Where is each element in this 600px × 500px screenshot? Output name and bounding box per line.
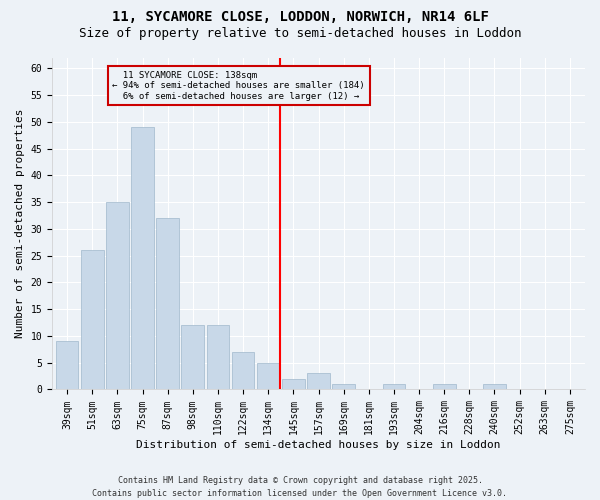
Bar [483,384,506,390]
Bar [81,250,104,390]
Bar [56,342,79,390]
Bar [206,325,229,390]
Bar [157,218,179,390]
Text: 11 SYCAMORE CLOSE: 138sqm
← 94% of semi-detached houses are smaller (184)
  6% o: 11 SYCAMORE CLOSE: 138sqm ← 94% of semi-… [112,71,365,101]
Bar [106,202,129,390]
Bar [181,325,204,390]
Text: Size of property relative to semi-detached houses in Loddon: Size of property relative to semi-detach… [79,28,521,40]
Bar [232,352,254,390]
Bar [332,384,355,390]
X-axis label: Distribution of semi-detached houses by size in Loddon: Distribution of semi-detached houses by … [136,440,501,450]
Y-axis label: Number of semi-detached properties: Number of semi-detached properties [15,108,25,338]
Bar [383,384,405,390]
Bar [257,362,280,390]
Text: 11, SYCAMORE CLOSE, LODDON, NORWICH, NR14 6LF: 11, SYCAMORE CLOSE, LODDON, NORWICH, NR1… [112,10,488,24]
Text: Contains HM Land Registry data © Crown copyright and database right 2025.
Contai: Contains HM Land Registry data © Crown c… [92,476,508,498]
Bar [131,127,154,390]
Bar [282,379,305,390]
Bar [307,374,330,390]
Bar [433,384,455,390]
